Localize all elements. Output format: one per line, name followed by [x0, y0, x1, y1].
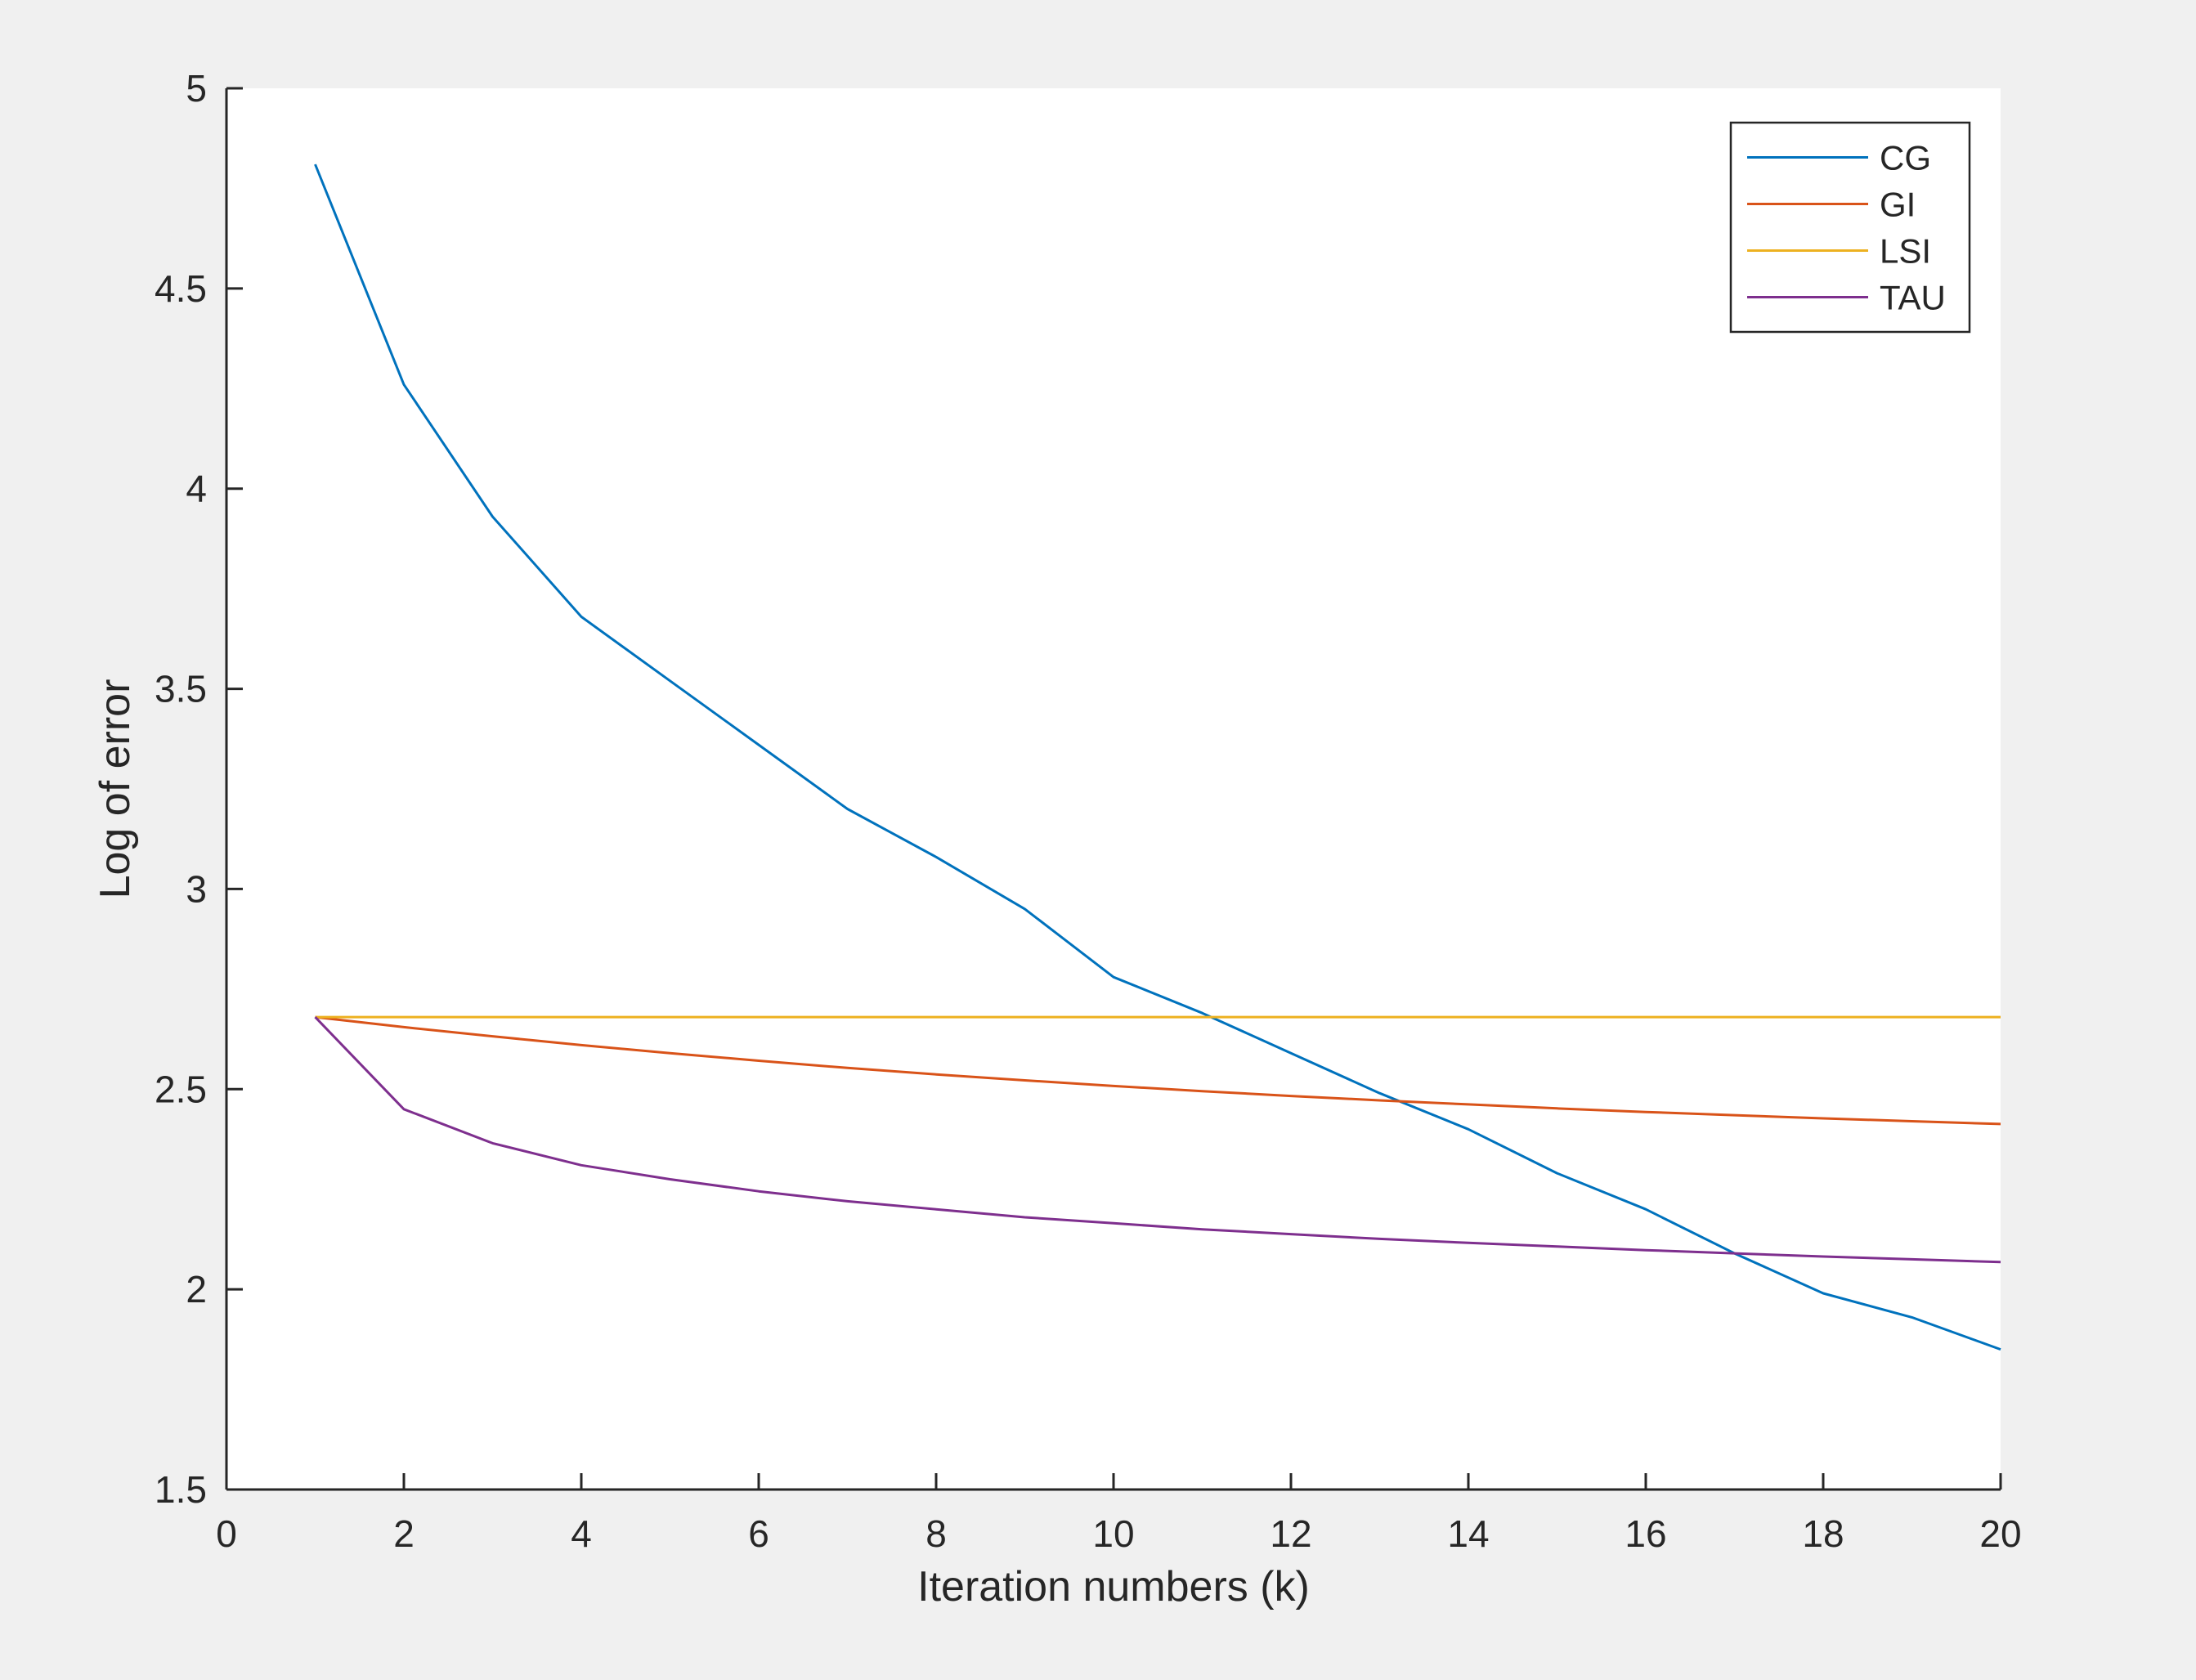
x-axis-ticks: 0 2 4 6 8 10 12 14 16 18 20 [216, 1473, 2022, 1555]
x-tick-label: 2 [393, 1512, 415, 1555]
y-tick-label: 1.5 [155, 1468, 207, 1511]
x-tick-label: 4 [571, 1512, 592, 1555]
y-axis-label: Log of error [92, 679, 139, 899]
x-tick-label: 6 [748, 1512, 769, 1555]
series-line-tau [314, 1016, 2001, 1264]
y-tick-label: 3 [186, 867, 207, 910]
legend-label-lsi: LSI [1880, 232, 1931, 271]
y-tick-label: 5 [186, 67, 207, 110]
y-tick-label: 4 [186, 468, 207, 510]
legend-label-gi: GI [1880, 186, 1916, 224]
legend-label-cg: CG [1880, 139, 1931, 177]
y-tick-label: 3.5 [155, 668, 207, 710]
x-tick-label: 20 [1979, 1512, 2021, 1555]
series-line-gi [315, 1015, 2001, 1126]
x-tick-label: 0 [216, 1512, 237, 1555]
x-tick-label: 16 [1625, 1512, 1666, 1555]
y-tick-label: 2 [186, 1268, 207, 1310]
legend[interactable]: CG GI LSI TAU [1729, 121, 1971, 334]
x-axis-label: Iteration numbers (k) [917, 1563, 1310, 1611]
y-tick-label: 2.5 [155, 1068, 207, 1110]
x-tick-label: 10 [1092, 1512, 1134, 1555]
series-line-cg [314, 164, 2001, 1351]
plot-area [226, 88, 2001, 1490]
x-tick-label: 8 [925, 1512, 947, 1555]
x-tick-label: 12 [1270, 1512, 1311, 1555]
legend-label-tau: TAU [1880, 279, 1946, 317]
series-layer [314, 164, 2001, 1351]
y-tick-label: 4.5 [155, 267, 207, 310]
y-axis-ticks: 1.5 2 2.5 3 3.5 4 4.5 5 [155, 67, 243, 1511]
x-tick-label: 14 [1447, 1512, 1489, 1555]
x-tick-label: 18 [1802, 1512, 1844, 1555]
